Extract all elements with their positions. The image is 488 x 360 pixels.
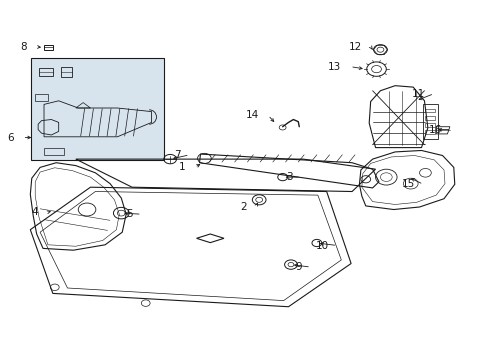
Text: 5: 5 <box>126 209 133 219</box>
Text: 2: 2 <box>240 202 246 212</box>
Text: 13: 13 <box>327 62 341 72</box>
Text: 4: 4 <box>31 207 38 217</box>
Text: 15: 15 <box>401 179 414 189</box>
Text: 9: 9 <box>295 262 302 272</box>
Text: 8: 8 <box>20 42 27 52</box>
Text: 7: 7 <box>174 150 181 160</box>
Text: 14: 14 <box>245 110 259 120</box>
Text: 6: 6 <box>7 132 14 143</box>
Text: 10: 10 <box>315 240 328 251</box>
Text: 3: 3 <box>285 172 292 182</box>
Text: 11: 11 <box>411 89 425 99</box>
Text: 12: 12 <box>348 42 361 52</box>
Text: 16: 16 <box>428 125 442 135</box>
Polygon shape <box>31 58 163 160</box>
Text: 1: 1 <box>179 162 185 172</box>
